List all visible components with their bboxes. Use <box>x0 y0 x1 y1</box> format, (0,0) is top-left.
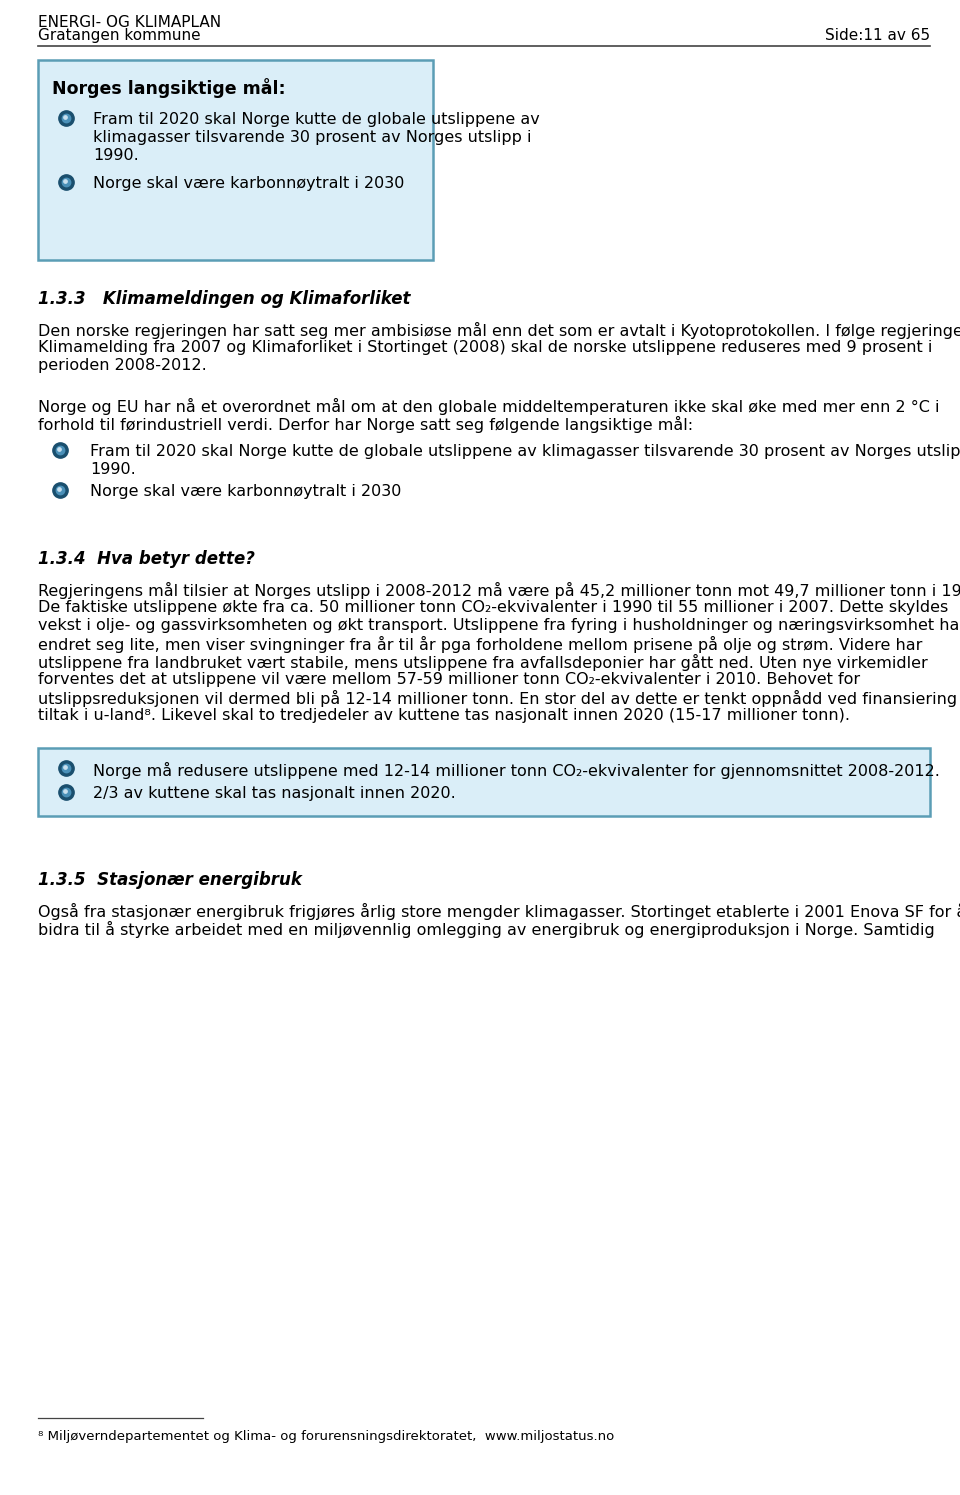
Text: klimagasser tilsvarende 30 prosent av Norges utslipp i: klimagasser tilsvarende 30 prosent av No… <box>93 130 532 145</box>
Text: 1.3.3   Klimameldingen og Klimaforliket: 1.3.3 Klimameldingen og Klimaforliket <box>38 290 411 308</box>
Text: forhold til førindustriell verdi. Derfor har Norge satt seg følgende langsiktige: forhold til førindustriell verdi. Derfor… <box>38 416 693 434</box>
Text: Den norske regjeringen har satt seg mer ambisiøse mål enn det som er avtalt i Ky: Den norske regjeringen har satt seg mer … <box>38 321 960 339</box>
Text: Norge skal være karbonnøytralt i 2030: Norge skal være karbonnøytralt i 2030 <box>93 176 404 191</box>
Text: Regjeringens mål tilsier at Norges utslipp i 2008-2012 må være på 45,2 millioner: Regjeringens mål tilsier at Norges utsli… <box>38 582 960 599</box>
Text: Norge og EU har nå et overordnet mål om at den globale middeltemperaturen ikke s: Norge og EU har nå et overordnet mål om … <box>38 398 940 416</box>
Text: 1990.: 1990. <box>90 462 135 477</box>
Text: utslippsreduksjonen vil dermed bli på 12-14 millioner tonn. En stor del av dette: utslippsreduksjonen vil dermed bli på 12… <box>38 691 960 707</box>
Text: Gratangen kommune: Gratangen kommune <box>38 28 201 43</box>
Text: De faktiske utslippene økte fra ca. 50 millioner tonn CO₂-ekvivalenter i 1990 ti: De faktiske utslippene økte fra ca. 50 m… <box>38 599 948 614</box>
Text: ENERGI- OG KLIMAPLAN: ENERGI- OG KLIMAPLAN <box>38 15 221 30</box>
Text: Fram til 2020 skal Norge kutte de globale utslippene av klimagasser tilsvarende : Fram til 2020 skal Norge kutte de global… <box>90 444 960 459</box>
FancyBboxPatch shape <box>38 60 433 260</box>
Text: perioden 2008-2012.: perioden 2008-2012. <box>38 357 206 372</box>
Text: Norge skal være karbonnøytralt i 2030: Norge skal være karbonnøytralt i 2030 <box>90 484 401 499</box>
Text: Fram til 2020 skal Norge kutte de globale utslippene av: Fram til 2020 skal Norge kutte de global… <box>93 112 540 127</box>
FancyBboxPatch shape <box>38 748 930 816</box>
Text: Norge må redusere utslippene med 12-14 millioner tonn CO₂-ekvivalenter for gjenn: Norge må redusere utslippene med 12-14 m… <box>93 762 940 779</box>
Text: utslippene fra landbruket vært stabile, mens utslippene fra avfallsdeponier har : utslippene fra landbruket vært stabile, … <box>38 653 927 671</box>
Text: forventes det at utslippene vil være mellom 57-59 millioner tonn CO₂-ekvivalente: forventes det at utslippene vil være mel… <box>38 671 860 688</box>
Text: Norges langsiktige mål:: Norges langsiktige mål: <box>52 78 286 99</box>
Text: ⁸ Miljøverndepartementet og Klima- og forurensningsdirektoratet,  www.miljostatu: ⁸ Miljøverndepartementet og Klima- og fo… <box>38 1431 614 1443</box>
Text: Klimamelding fra 2007 og Klimaforliket i Stortinget (2008) skal de norske utslip: Klimamelding fra 2007 og Klimaforliket i… <box>38 339 932 354</box>
Text: Side:11 av 65: Side:11 av 65 <box>825 28 930 43</box>
Text: 1990.: 1990. <box>93 148 139 163</box>
Text: endret seg lite, men viser svingninger fra år til år pga forholdene mellom prise: endret seg lite, men viser svingninger f… <box>38 635 923 653</box>
Text: bidra til å styrke arbeidet med en miljøvennlig omlegging av energibruk og energ: bidra til å styrke arbeidet med en miljø… <box>38 921 935 937</box>
Text: Også fra stasjonær energibruk frigjøres årlig store mengder klimagasser. Stortin: Også fra stasjonær energibruk frigjøres … <box>38 903 960 919</box>
Text: vekst i olje- og gassvirksomheten og økt transport. Utslippene fra fyring i hush: vekst i olje- og gassvirksomheten og økt… <box>38 617 960 632</box>
Text: 2/3 av kuttene skal tas nasjonalt innen 2020.: 2/3 av kuttene skal tas nasjonalt innen … <box>93 786 456 801</box>
Text: tiltak i u-land⁸. Likevel skal to tredjedeler av kuttene tas nasjonalt innen 202: tiltak i u-land⁸. Likevel skal to tredje… <box>38 709 850 724</box>
Text: 1.3.5  Stasjonær energibruk: 1.3.5 Stasjonær energibruk <box>38 872 301 890</box>
Text: 1.3.4  Hva betyr dette?: 1.3.4 Hva betyr dette? <box>38 550 254 568</box>
